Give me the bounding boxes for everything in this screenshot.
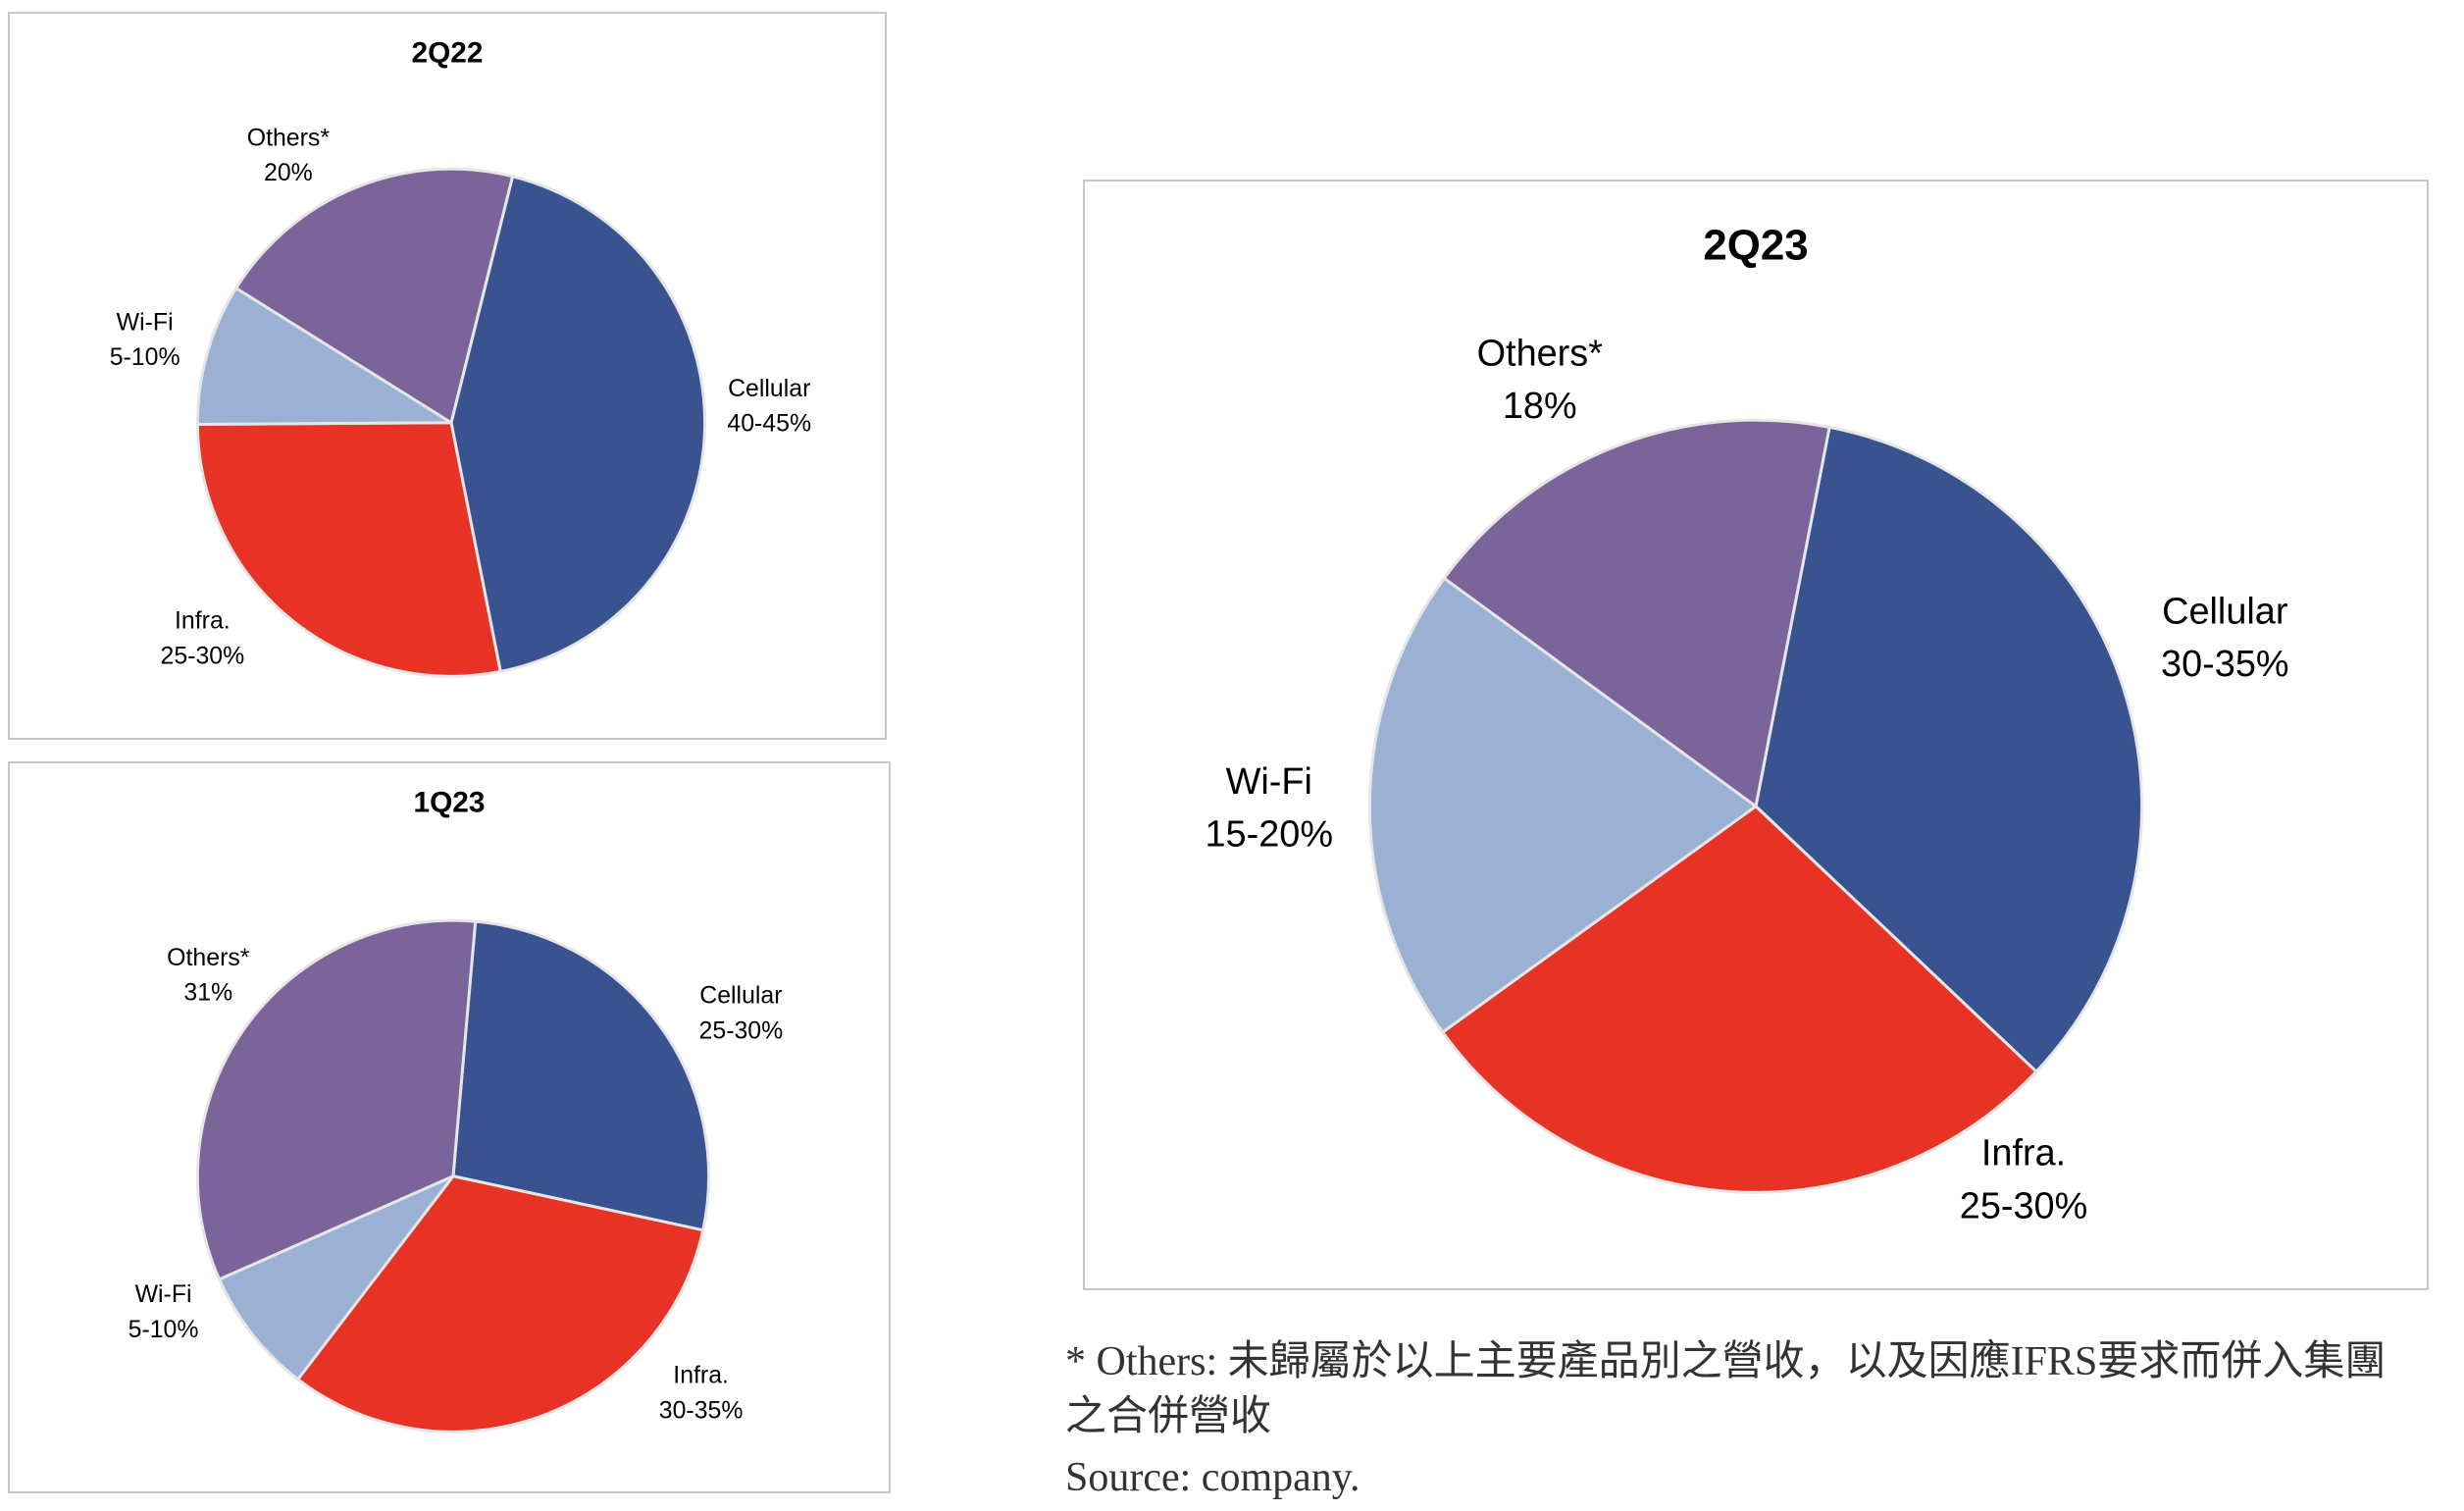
pie-slice-wi-fi	[1367, 576, 1758, 1034]
pie-panel-2q23: 2Q23 Cellular 30-35% Infra. 25-30% Wi-Fi 15-20…	[1083, 180, 2429, 1290]
pie-slice-others	[195, 918, 478, 1281]
slice-name-label: Cellular	[699, 982, 782, 1010]
slice-name-label: Others*	[247, 124, 331, 151]
slice-name-label: Wi-Fi	[1226, 761, 1312, 803]
pie-chart-1q23: 1Q23 Cellular 25-30% Infra. 30-35% Wi-Fi 5-10%…	[128, 787, 784, 1433]
slice-name-label: Infra.	[175, 607, 231, 635]
pie-slice-wi-fi	[218, 1174, 455, 1381]
slice-value-label: 5-10%	[110, 343, 180, 371]
chart-title: 2Q23	[1703, 222, 1808, 270]
pie-slice-cellular	[1754, 425, 2144, 1073]
slice-value-label: 25-30%	[161, 642, 245, 669]
pie-chart-2q22: 2Q22 Cellular 40-45% Infra. 25-30% Wi-Fi 5-10%…	[110, 37, 811, 678]
chart-title: 1Q23	[414, 787, 486, 819]
slice-name-label: Wi-Fi	[117, 308, 174, 336]
pie-slice-infra	[195, 421, 502, 678]
slice-name-label: Infra.	[673, 1362, 729, 1389]
slice-name-label: Cellular	[728, 375, 810, 402]
slice-value-label: 20%	[264, 159, 313, 186]
slice-name-label: Others*	[167, 944, 250, 971]
pie-slice-wi-fi	[195, 287, 453, 427]
slice-value-label: 18%	[1503, 386, 1577, 427]
pie-slice-cellular	[449, 175, 707, 673]
pie-slice-infra	[1441, 805, 2038, 1194]
slice-value-label: 25-30%	[1960, 1185, 2087, 1226]
source-note: Source: company.	[1065, 1455, 1360, 1500]
slice-value-label: 30-35%	[2161, 644, 2289, 685]
slice-value-label: 30-35%	[659, 1396, 744, 1424]
pie-slice-others	[234, 167, 515, 425]
slice-name-label: Infra.	[1981, 1132, 2066, 1173]
slice-value-label: 31%	[183, 979, 232, 1007]
slice-value-label: 5-10%	[128, 1316, 199, 1343]
footnote-line-2: 之合併營收	[1065, 1394, 1272, 1439]
footnote: * Others: 未歸屬於以上主要產品別之營收，以及因應IFRS要求而併入集團…	[1065, 1334, 2458, 1444]
slice-value-label: 15-20%	[1206, 814, 1334, 856]
chart-title: 2Q22	[412, 37, 484, 70]
slice-value-label: 40-45%	[727, 410, 811, 438]
slice-value-label: 25-30%	[699, 1016, 784, 1044]
footnote-line-1: * Others: 未歸屬於以上主要產品別之營收，以及因應IFRS要求而併入集團	[1065, 1339, 2387, 1384]
pie-slice-infra	[296, 1174, 705, 1433]
pie-slice-others	[1442, 418, 1831, 808]
slice-name-label: Wi-Fi	[135, 1280, 192, 1308]
slice-name-label: Cellular	[2162, 591, 2287, 632]
pie-panel-1q23: 1Q23 Cellular 25-30% Infra. 30-35% Wi-Fi 5-10%…	[8, 761, 891, 1493]
pie-chart-2q23: 2Q23 Cellular 30-35% Infra. 25-30% Wi-Fi 15-20…	[1206, 222, 2289, 1227]
pie-panel-2q22: 2Q22 Cellular 40-45% Infra. 25-30% Wi-Fi 5-10%…	[8, 12, 887, 740]
slice-name-label: Others*	[1477, 333, 1604, 374]
pie-slice-cellular	[451, 919, 711, 1232]
